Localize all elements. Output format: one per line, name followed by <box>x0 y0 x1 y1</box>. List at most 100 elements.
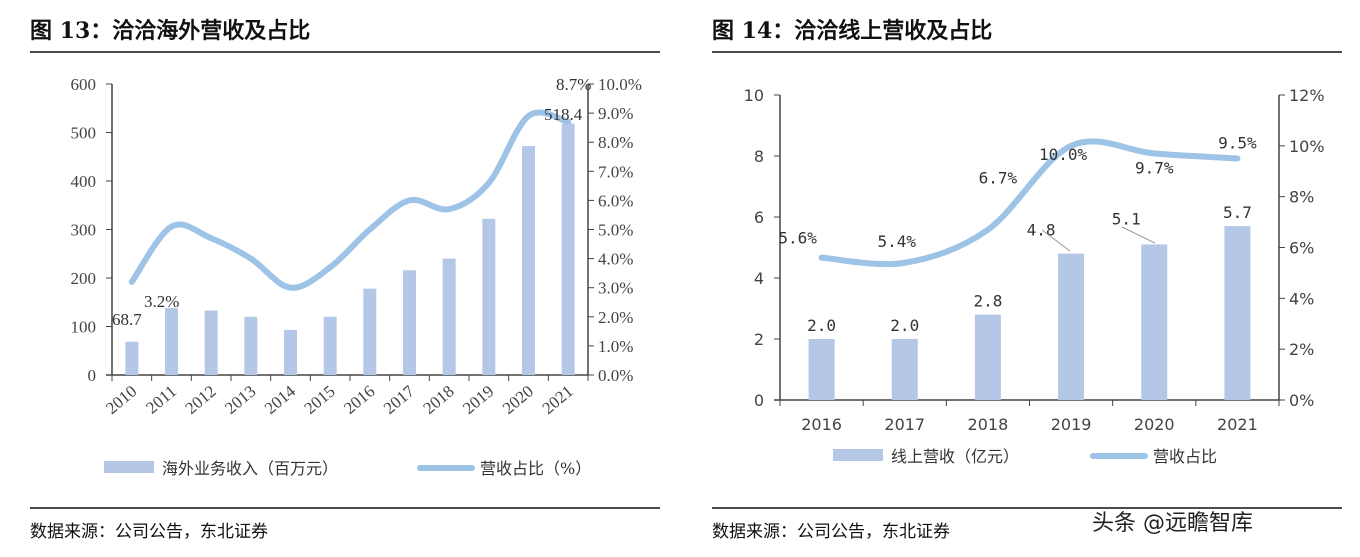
legend-label-bar: 线上营收（亿元） <box>891 447 1019 466</box>
y-tick-label: 200 <box>71 269 97 288</box>
y-tick-label: 4 <box>754 269 764 288</box>
y-tick-label: 500 <box>71 124 97 143</box>
chart-14-title: 图 14：洽洽线上营收及占比 <box>712 18 992 44</box>
line-data-label: 10.0% <box>1039 145 1088 164</box>
leader-line <box>1041 229 1071 252</box>
y-tick-label: 100 <box>71 318 97 337</box>
chart-14: 0 2 4 6 8 10 0% 2% 4% 6% 8% 10% 12% 2016 2017 2018 2019 2… <box>744 86 1325 466</box>
x-tick-label: 2014 <box>261 381 300 418</box>
y2-tick-label: 7.0% <box>598 162 633 181</box>
y2-tick-label: 0.0% <box>598 366 633 385</box>
x-tick-label: 2020 <box>499 382 537 418</box>
bar-data-label: 5.1 <box>1112 209 1141 228</box>
y2-tick-label: 4% <box>1289 289 1314 308</box>
y2-tick-label: 3.0% <box>598 279 633 298</box>
watermark: 头条 @远瞻智库 <box>1092 511 1253 536</box>
x-tick-label: 2015 <box>300 382 338 418</box>
y-tick-label: 600 <box>71 75 97 94</box>
x-tick-label: 2021 <box>1217 415 1258 434</box>
bar <box>974 314 1001 400</box>
y-tick-label: 0 <box>754 391 764 410</box>
y2-tick-label: 6.0% <box>598 191 633 210</box>
data-label: 3.2% <box>144 292 179 311</box>
bar <box>363 288 377 375</box>
y-tick-label: 0 <box>88 366 97 385</box>
y2-tick-label: 10% <box>1289 137 1325 156</box>
legend-swatch-bar <box>833 449 883 461</box>
legend-label-line: 营收占比 <box>1153 447 1217 466</box>
y-tick-label: 300 <box>71 221 97 240</box>
line-series <box>818 138 1241 268</box>
bar <box>482 218 496 375</box>
chart-13: 0 100 200 300 400 500 600 0.0% 1.0% 2.0% 3.0% 4.0% 5… <box>71 75 642 478</box>
legend-label-line: 营收占比（%） <box>480 459 591 478</box>
chart-13-source: 数据来源：公司公告，东北证券 <box>30 522 268 542</box>
y-tick-label: 2 <box>754 330 764 349</box>
bar <box>1224 226 1251 400</box>
y2-tick-label: 2.0% <box>598 308 633 327</box>
bar <box>284 329 297 375</box>
line-data-label: 9.7% <box>1135 158 1174 177</box>
y2-tick-label: 2% <box>1289 340 1314 359</box>
bar <box>204 310 218 375</box>
y2-tick-label: 9.0% <box>598 104 633 123</box>
x-tick-label: 2018 <box>968 415 1009 434</box>
y2-tick-label: 4.0% <box>598 250 633 269</box>
x-tick-label: 2012 <box>181 382 219 418</box>
bar <box>323 316 337 375</box>
y2-tick-label: 8% <box>1289 188 1314 207</box>
x-tick-label: 2018 <box>419 382 457 418</box>
line-data-label: 6.7% <box>979 169 1018 188</box>
bar-data-label: 2.0 <box>807 316 836 335</box>
bar <box>808 339 835 400</box>
bar <box>561 123 575 376</box>
x-tick-label: 2020 <box>1134 415 1175 434</box>
y2-tick-label: 10.0% <box>598 75 642 94</box>
leader-line <box>1121 226 1156 244</box>
chart-13-title: 图 13：洽洽海外营收及占比 <box>30 18 310 44</box>
bar <box>244 316 258 375</box>
data-label: 518.4 <box>544 105 583 124</box>
bar <box>522 146 535 375</box>
bar <box>891 339 918 400</box>
x-tick-label: 2011 <box>142 382 180 418</box>
y-tick-label: 10 <box>744 86 764 105</box>
y-tick-label: 400 <box>71 172 97 191</box>
x-tick-label: 2010 <box>102 382 140 418</box>
y2-tick-label: 8.0% <box>598 133 633 152</box>
y2-tick-label: 5.0% <box>598 221 633 240</box>
y2-tick-label: 12% <box>1289 86 1325 105</box>
y2-tick-label: 0% <box>1289 391 1314 410</box>
legend-swatch-bar <box>104 461 154 473</box>
x-tick-label: 2016 <box>340 382 378 418</box>
y-tick-label: 6 <box>754 208 764 227</box>
x-tick-label: 2019 <box>459 382 497 418</box>
legend-label-bar: 海外业务收入（百万元） <box>162 459 338 478</box>
bar <box>125 341 139 375</box>
line-data-label: 5.4% <box>877 232 916 251</box>
bar-data-label: 2.8 <box>973 292 1002 311</box>
x-tick-label: 2017 <box>884 415 925 434</box>
line-data-label: 5.6% <box>778 229 817 248</box>
bar <box>165 308 178 375</box>
line-data-label: 9.5% <box>1218 134 1257 153</box>
data-label: 68.7 <box>112 310 142 329</box>
y2-tick-label: 6% <box>1289 239 1314 258</box>
x-tick-label: 2017 <box>380 381 419 418</box>
bar-data-label: 2.0 <box>890 316 919 335</box>
x-tick-label: 2021 <box>538 382 576 418</box>
y-tick-label: 8 <box>754 147 764 166</box>
bar <box>442 258 456 375</box>
data-label: 8.7% <box>556 75 591 94</box>
chart-14-source: 数据来源：公司公告，东北证券 <box>712 522 950 542</box>
x-tick-label: 2016 <box>801 415 842 434</box>
bar <box>1058 253 1085 400</box>
bar <box>1141 244 1168 400</box>
x-tick-label: 2013 <box>221 382 259 418</box>
x-tick-label: 2019 <box>1051 415 1092 434</box>
y2-tick-label: 1.0% <box>598 337 633 356</box>
line-series <box>128 109 572 291</box>
bar <box>403 270 416 375</box>
